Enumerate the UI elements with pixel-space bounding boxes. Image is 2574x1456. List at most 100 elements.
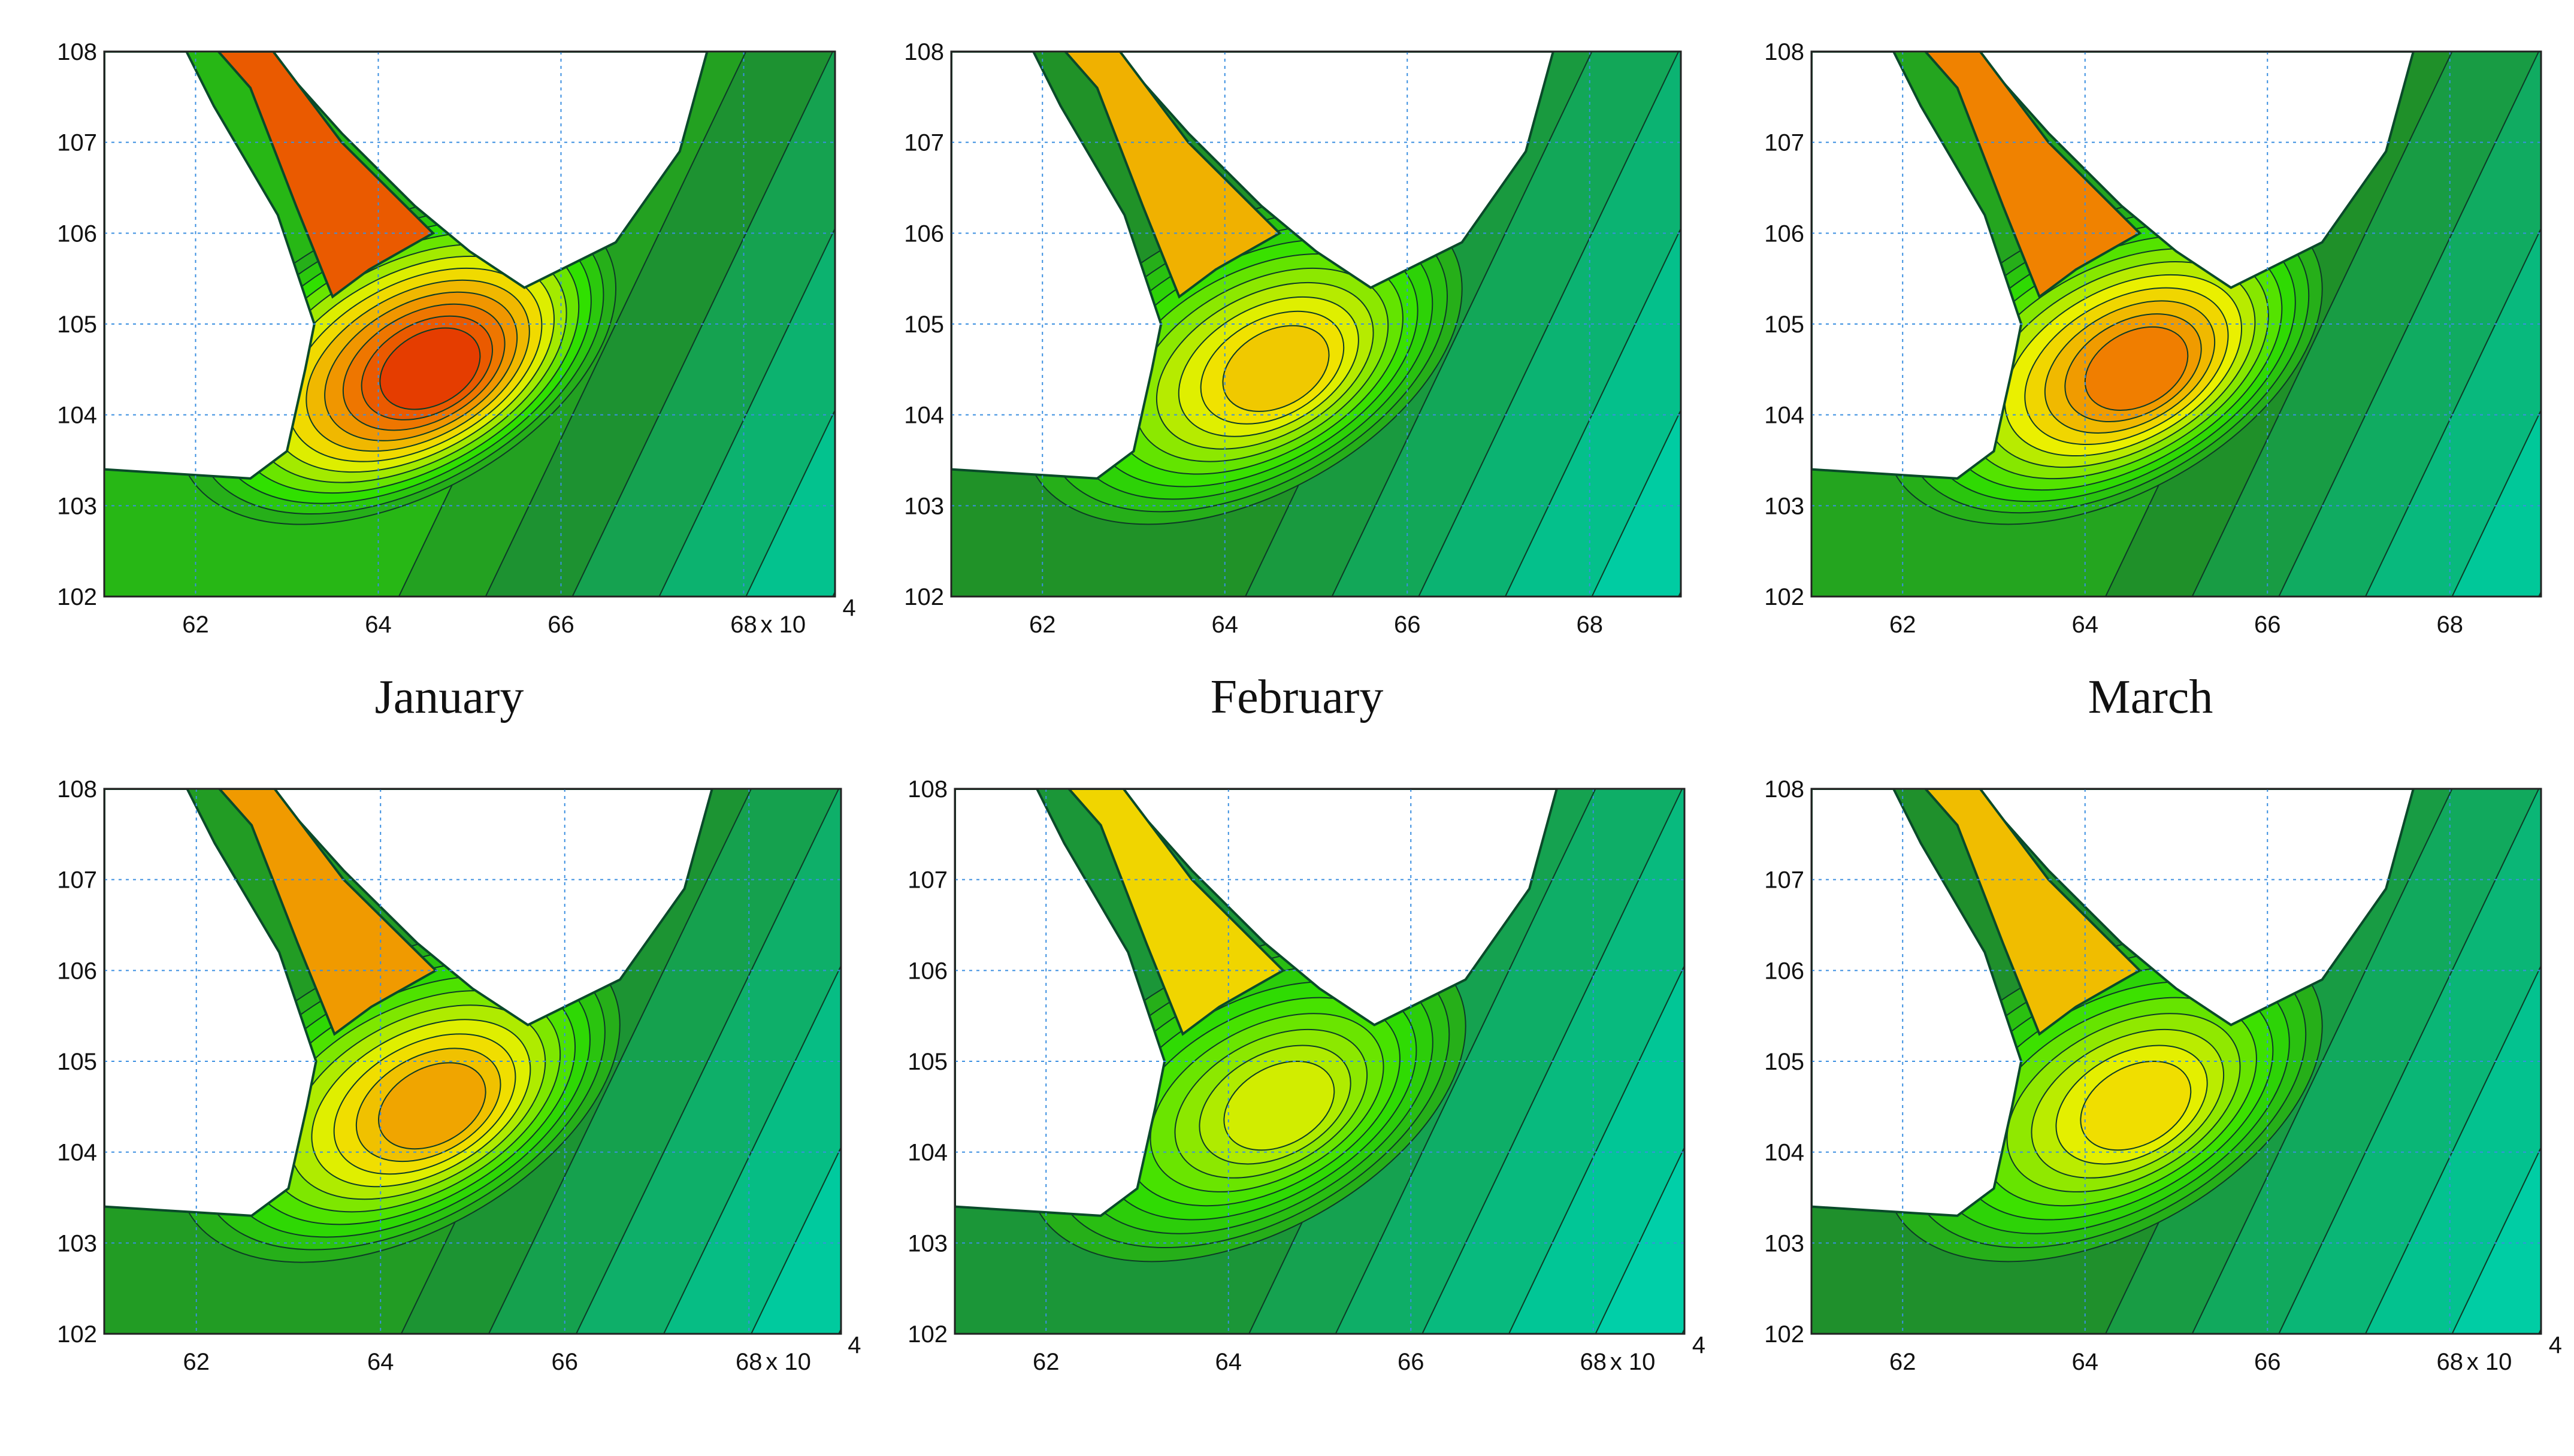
x-multiplier-exponent: 4 (1692, 1332, 1705, 1358)
y-tick-label: 105 (1764, 1049, 1804, 1075)
spit-channel (1067, 789, 1286, 1036)
panel-caption: March (2088, 671, 2213, 724)
y-tick-label: 103 (57, 1230, 97, 1257)
y-tick-label: 106 (57, 220, 97, 247)
spit-channel (1923, 52, 2142, 299)
x-tick-label: 66 (1398, 1349, 1424, 1375)
x-multiplier-label: x 10 (2467, 1349, 2512, 1375)
y-tick-label: 103 (904, 493, 944, 519)
x-tick-label: 64 (365, 612, 392, 638)
panel-1: 102 103 104 105 106 107 108 62 64 66 68 x 10 4 Januar… (57, 39, 856, 724)
x-tick-label: 68 (736, 1349, 763, 1375)
plot-frame (950, 50, 1682, 598)
y-tick-label: 108 (904, 39, 944, 65)
spit-channel (1923, 789, 2142, 1036)
x-tick-label: 66 (552, 1349, 579, 1375)
panel-4: 102 103 104 105 106 107 108 62 64 66 68 x 10 4 (57, 776, 861, 1375)
spit-channel (217, 789, 438, 1036)
x-tick-label: 62 (183, 1349, 210, 1375)
y-tick-label: 108 (57, 776, 97, 803)
y-tick-label: 107 (1764, 130, 1804, 156)
land-west (104, 52, 316, 480)
plume-contour (2080, 1061, 2192, 1151)
x-tick-label: 64 (367, 1349, 394, 1375)
land-west (104, 789, 317, 1217)
panel-6: 102 103 104 105 106 107 108 62 64 66 68 x 10 4 (1764, 776, 2562, 1375)
x-tick-label: 66 (2254, 612, 2281, 638)
y-tick-label: 103 (57, 493, 97, 519)
x-multiplier-label: x 10 (1610, 1349, 1656, 1375)
plot-frame (103, 50, 836, 598)
y-tick-label: 102 (57, 584, 97, 610)
y-tick-label: 107 (57, 130, 97, 156)
x-tick-label: 62 (182, 612, 209, 638)
y-tick-label: 107 (904, 130, 944, 156)
contour-field (955, 789, 1684, 1334)
panel-caption: January (375, 671, 524, 724)
y-tick-label: 104 (1764, 402, 1804, 429)
x-multiplier-label: x 10 (766, 1349, 811, 1375)
x-tick-label: 68 (1580, 1349, 1607, 1375)
plume-contour (2084, 326, 2189, 411)
contour-field (1811, 52, 2541, 597)
grid (1811, 789, 2541, 1334)
x-tick-label: 68 (2437, 1349, 2464, 1375)
x-tick-label: 62 (1033, 1349, 1060, 1375)
y-tick-label: 108 (1764, 39, 1804, 65)
spit-channel (1063, 52, 1282, 299)
grid (1811, 52, 2541, 597)
y-tick-label: 108 (908, 776, 948, 803)
x-multiplier-exponent: 4 (843, 595, 856, 621)
y-tick-label: 105 (1764, 311, 1804, 338)
y-tick-label: 104 (57, 1140, 97, 1166)
x-tick-label: 62 (1029, 612, 1056, 638)
x-tick-label: 62 (1889, 1349, 1916, 1375)
plume-contour (378, 1062, 486, 1150)
grid (951, 52, 1681, 597)
grid (955, 789, 1684, 1334)
y-tick-label: 105 (904, 311, 944, 338)
x-tick-label: 68 (730, 612, 757, 638)
y-tick-label: 106 (904, 220, 944, 247)
land-west (951, 52, 1163, 480)
y-tick-label: 104 (908, 1140, 948, 1166)
y-tick-label: 106 (1764, 958, 1804, 984)
y-tick-label: 105 (57, 1049, 97, 1075)
y-tick-label: 102 (908, 1321, 948, 1348)
y-tick-label: 105 (908, 1049, 948, 1075)
y-tick-label: 104 (904, 402, 944, 429)
panel-2: 102 103 104 105 106 107 108 62 64 66 68 February (904, 39, 1682, 724)
x-tick-label: 66 (2254, 1349, 2281, 1375)
y-tick-label: 102 (1764, 584, 1804, 610)
y-tick-label: 103 (1764, 493, 1804, 519)
land-west (1811, 789, 2023, 1217)
y-tick-label: 104 (1764, 1140, 1804, 1166)
grid (104, 789, 841, 1334)
plot-frame (954, 788, 1686, 1335)
x-tick-label: 64 (1212, 612, 1239, 638)
y-tick-label: 105 (57, 311, 97, 338)
plume-contour (379, 327, 481, 410)
y-tick-label: 102 (57, 1321, 97, 1348)
x-multiplier-label: x 10 (761, 612, 806, 638)
panel-caption: February (1211, 671, 1384, 724)
x-tick-label: 68 (2437, 612, 2464, 638)
land-west (1811, 52, 2023, 480)
y-tick-label: 106 (908, 958, 948, 984)
x-tick-label: 66 (1394, 612, 1421, 638)
y-tick-label: 108 (1764, 776, 1804, 803)
y-tick-label: 102 (904, 584, 944, 610)
plot-frame (103, 788, 842, 1335)
plot-frame (1810, 788, 2542, 1335)
y-tick-label: 106 (1764, 220, 1804, 247)
x-tick-label: 68 (1577, 612, 1604, 638)
land-west (955, 789, 1166, 1217)
spit-channel (216, 52, 435, 299)
contour-field (104, 52, 835, 597)
y-tick-label: 107 (908, 867, 948, 894)
y-tick-label: 103 (1764, 1230, 1804, 1257)
x-tick-label: 64 (1215, 1349, 1242, 1375)
contour-field (1811, 789, 2541, 1334)
x-tick-label: 66 (548, 612, 574, 638)
